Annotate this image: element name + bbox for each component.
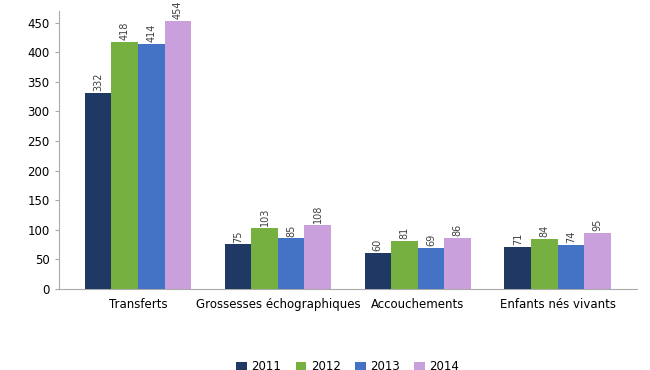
Text: 81: 81 — [399, 227, 410, 239]
Bar — [504, 247, 531, 289]
Legend: 2011, 2012, 2013, 2014: 2011, 2012, 2013, 2014 — [231, 356, 464, 370]
Bar — [531, 239, 558, 289]
Bar — [558, 245, 584, 289]
Text: 414: 414 — [146, 24, 156, 43]
Bar — [444, 238, 471, 289]
Bar — [365, 253, 391, 289]
Text: 95: 95 — [592, 218, 603, 231]
Bar — [111, 42, 138, 289]
Text: 418: 418 — [120, 22, 129, 40]
Bar — [252, 228, 278, 289]
Text: 60: 60 — [373, 239, 383, 251]
Text: 74: 74 — [566, 231, 576, 243]
Bar — [225, 244, 252, 289]
Text: 103: 103 — [259, 208, 270, 226]
Text: 75: 75 — [233, 230, 243, 243]
Bar — [278, 238, 304, 289]
Text: 85: 85 — [286, 224, 296, 237]
Bar — [304, 225, 331, 289]
Text: 108: 108 — [313, 205, 322, 223]
Text: 84: 84 — [540, 225, 549, 237]
Text: 71: 71 — [513, 232, 523, 245]
Bar — [584, 232, 611, 289]
Text: 69: 69 — [426, 234, 436, 246]
Text: 86: 86 — [452, 224, 463, 236]
Bar — [391, 241, 418, 289]
Bar — [164, 21, 191, 289]
Bar — [418, 248, 444, 289]
Bar — [138, 44, 164, 289]
Text: 332: 332 — [93, 72, 103, 91]
Text: 454: 454 — [173, 0, 183, 19]
Bar — [84, 92, 111, 289]
